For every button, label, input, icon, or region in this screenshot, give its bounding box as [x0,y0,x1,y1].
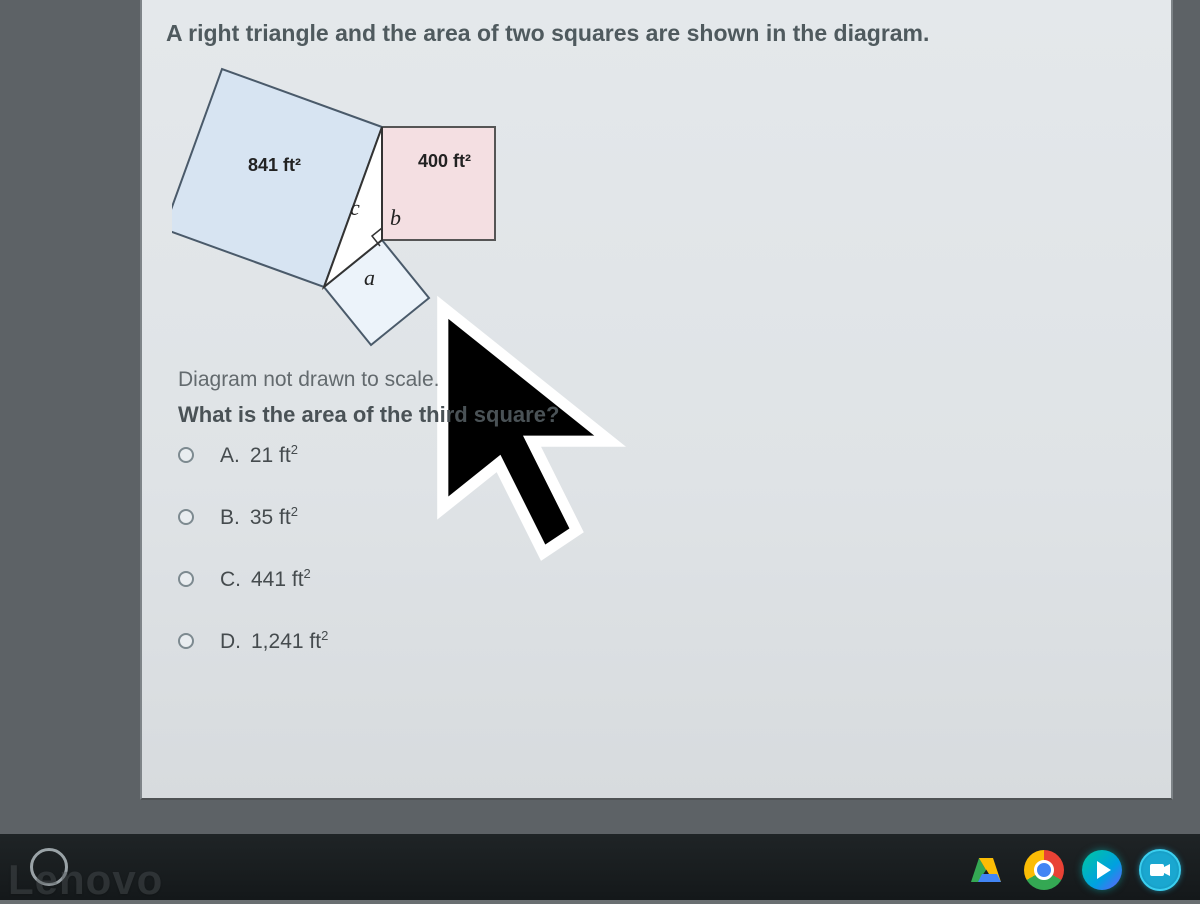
square-c-area-label: 841 ft² [248,155,301,175]
option-c[interactable]: C.441 ft2 [178,566,778,592]
play-store-icon[interactable] [1080,848,1124,892]
radio-c[interactable] [178,571,194,587]
option-c-text: C.441 ft2 [220,566,311,592]
camera-app-icon[interactable] [1138,848,1182,892]
taskbar [0,834,1200,900]
pythagoras-diagram: 841 ft² 400 ft² c b a [172,65,612,355]
brand-watermark: Lenovo [8,856,163,904]
chrome-icon[interactable] [1022,848,1066,892]
screen: A right triangle and the area of two squ… [0,0,1200,900]
option-a[interactable]: A.21 ft2 [178,442,778,468]
option-b-text: B.35 ft2 [220,504,298,530]
question-prompt: What is the area of the third square? [178,402,559,428]
radio-a[interactable] [178,447,194,463]
drive-icon[interactable] [964,848,1008,892]
radio-b[interactable] [178,509,194,525]
label-b: b [390,205,401,230]
option-b[interactable]: B.35 ft2 [178,504,778,530]
system-tray [964,848,1182,892]
label-c: c [350,195,360,220]
option-d[interactable]: D.1,241 ft2 [178,628,778,654]
option-a-text: A.21 ft2 [220,442,298,468]
question-card: A right triangle and the area of two squ… [140,0,1173,800]
label-a: a [364,265,375,290]
radio-d[interactable] [178,633,194,649]
diagram-caption: Diagram not drawn to scale. [178,368,439,392]
answer-options: A.21 ft2 B.35 ft2 C.441 ft2 D.1,241 ft2 [178,442,778,690]
question-title: A right triangle and the area of two squ… [166,20,929,47]
square-b-area-label: 400 ft² [418,151,471,171]
option-d-text: D.1,241 ft2 [220,628,328,654]
